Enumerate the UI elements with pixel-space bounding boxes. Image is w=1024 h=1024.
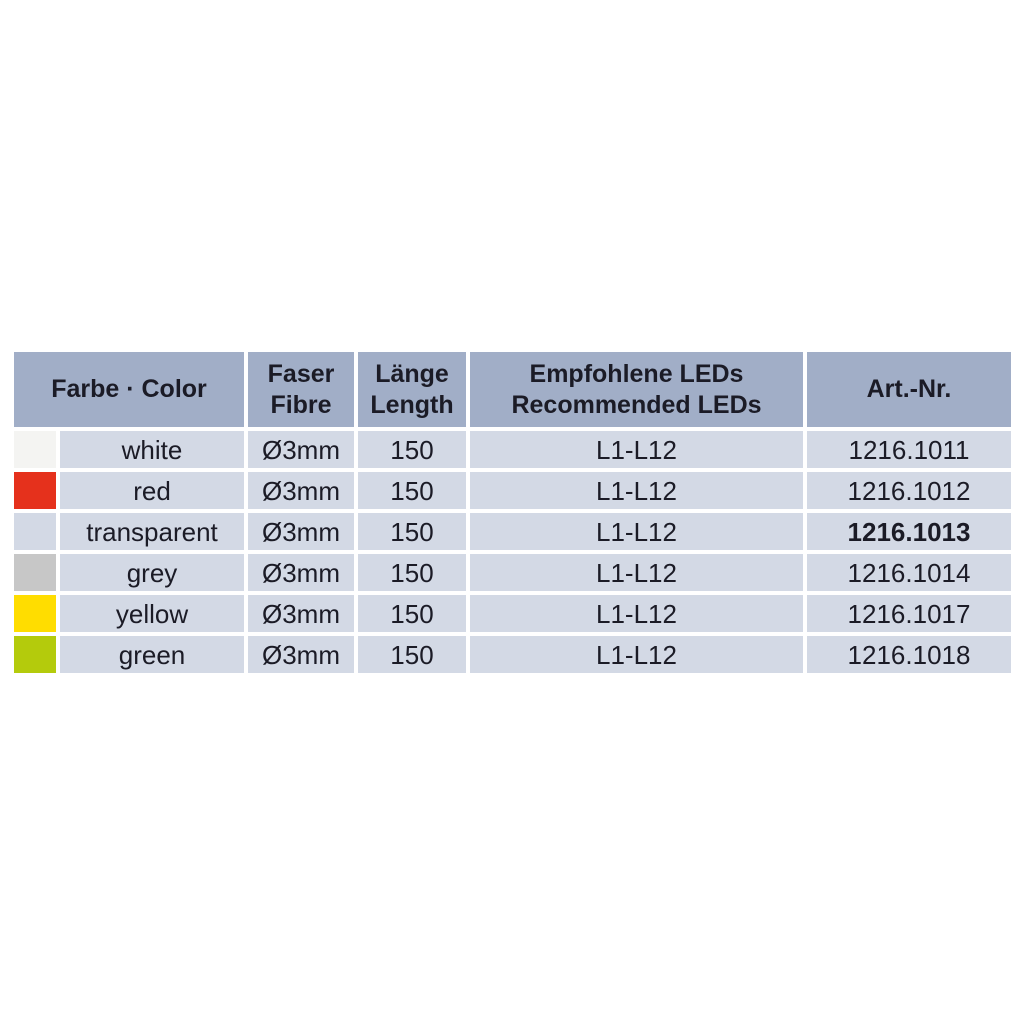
length-cell: 150 — [358, 636, 466, 673]
header-leds-line2: Recommended LEDs — [511, 390, 762, 419]
fibre-cell: Ø3mm — [248, 513, 354, 550]
leds-cell: L1-L12 — [470, 554, 803, 591]
length-cell: 150 — [358, 595, 466, 632]
color-name-cell: green — [60, 636, 244, 673]
header-color-label: Farbe · Color — [51, 375, 207, 403]
length-cell: 150 — [358, 513, 466, 550]
artnr-cell: 1216.1018 — [807, 636, 1011, 673]
leds-cell: L1-L12 — [470, 472, 803, 509]
artnr-cell: 1216.1012 — [807, 472, 1011, 509]
header-cell-color: Farbe · Color — [14, 352, 244, 427]
product-table: Farbe · Color Faser Fibre Länge Length E… — [14, 352, 1011, 673]
leds-cell: L1-L12 — [470, 513, 803, 550]
length-cell: 150 — [358, 431, 466, 468]
color-swatch — [14, 636, 56, 673]
color-name-cell: transparent — [60, 513, 244, 550]
header-cell-artnr: Art.-Nr. — [807, 352, 1011, 427]
fibre-cell: Ø3mm — [248, 431, 354, 468]
length-cell: 150 — [358, 472, 466, 509]
color-name-cell: grey — [60, 554, 244, 591]
leds-cell: L1-L12 — [470, 595, 803, 632]
leds-cell: L1-L12 — [470, 636, 803, 673]
color-swatch — [14, 472, 56, 509]
header-artnr-label: Art.-Nr. — [866, 375, 952, 403]
header-fibre-line1: Faser — [267, 359, 335, 388]
header-leds-line1: Empfohlene LEDs — [529, 359, 744, 388]
length-cell: 150 — [358, 554, 466, 591]
color-swatch — [14, 513, 56, 550]
artnr-cell: 1216.1013 — [807, 513, 1011, 550]
fibre-cell: Ø3mm — [248, 472, 354, 509]
header-cell-length: Länge Length — [358, 352, 466, 427]
fibre-cell: Ø3mm — [248, 554, 354, 591]
header-cell-leds: Empfohlene LEDs Recommended LEDs — [470, 352, 803, 427]
header-fibre-line2: Fibre — [270, 390, 332, 419]
color-name-cell: yellow — [60, 595, 244, 632]
color-name-cell: white — [60, 431, 244, 468]
artnr-cell: 1216.1011 — [807, 431, 1011, 468]
artnr-cell: 1216.1014 — [807, 554, 1011, 591]
color-swatch — [14, 431, 56, 468]
color-swatch — [14, 595, 56, 632]
fibre-cell: Ø3mm — [248, 595, 354, 632]
color-name-cell: red — [60, 472, 244, 509]
header-length-line1: Länge — [375, 359, 449, 388]
leds-cell: L1-L12 — [470, 431, 803, 468]
artnr-cell: 1216.1017 — [807, 595, 1011, 632]
color-swatch — [14, 554, 56, 591]
header-length-line2: Length — [370, 390, 454, 419]
fibre-cell: Ø3mm — [248, 636, 354, 673]
header-cell-fibre: Faser Fibre — [248, 352, 354, 427]
